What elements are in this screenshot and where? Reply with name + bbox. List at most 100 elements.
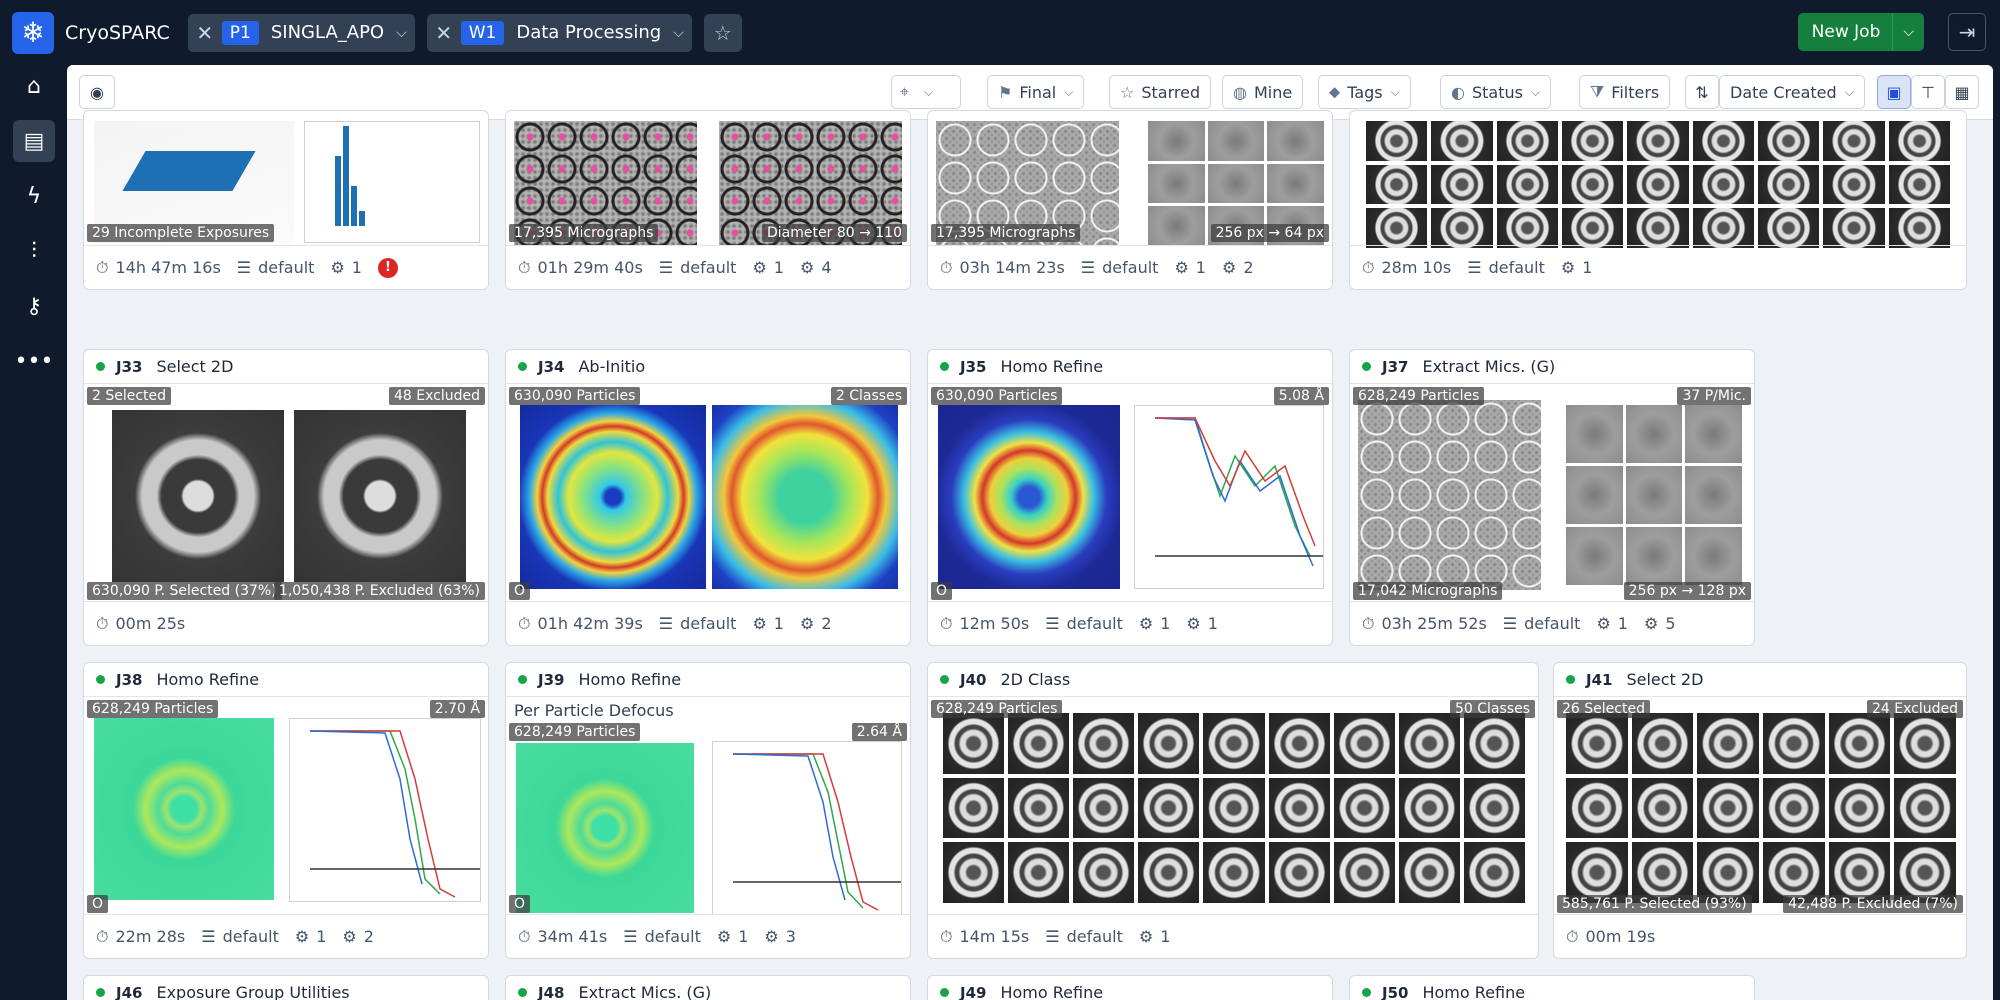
filters-label: Filters	[1611, 82, 1660, 102]
job-type: 2D Class	[1000, 670, 1071, 689]
logout-icon[interactable]: ⇥	[1948, 13, 1986, 51]
error-icon[interactable]: !	[377, 257, 398, 278]
cryosparc-logo-icon[interactable]: ❄	[12, 11, 54, 54]
key-icon[interactable]: ⚷	[25, 293, 43, 319]
card-view-icon[interactable]: ▣	[1877, 75, 1911, 109]
tree-view-icon[interactable]: ⊤	[1911, 75, 1945, 109]
job-duration: 22m 28s	[115, 927, 186, 946]
gpu-icon: ⚙	[294, 927, 310, 946]
close-icon[interactable]: ✕	[435, 20, 453, 45]
job-id[interactable]: J34	[538, 357, 565, 376]
mine-filter[interactable]: ◍ Mine	[1222, 75, 1304, 109]
lane-name: default	[1488, 258, 1545, 277]
locate-button[interactable]: ⌖ ⌵	[891, 75, 961, 109]
card-footer: ⏱ 14h 47m 16s ☰ default ⚙ 1 !	[84, 245, 488, 289]
workspace-name: Data Processing	[516, 22, 662, 43]
badge: 630,090 Particles	[931, 387, 1063, 405]
job-type: Extract Mics. (G)	[1422, 357, 1556, 376]
job-id[interactable]: J46	[116, 983, 143, 1000]
top-bar: ❄ CryoSPARC ✕ P1 SINGLA_APO ⌵ ✕ W1 Data …	[0, 0, 2000, 65]
job-id[interactable]: J35	[960, 357, 987, 376]
job-card-j49[interactable]: J49 Homo Refine	[927, 975, 1333, 1000]
job-card-j48[interactable]: J48 Extract Mics. (G)	[505, 975, 911, 1000]
status-dot	[1362, 988, 1371, 997]
new-job-label[interactable]: New Job	[1798, 13, 1894, 51]
status-filter[interactable]: ◐ Status ⌵	[1440, 75, 1552, 109]
extracted-particles-grid	[1566, 405, 1742, 585]
card-footer: ⏱ 00m 25s	[84, 601, 488, 645]
chevron-down-icon[interactable]: ⌵	[673, 24, 684, 41]
job-id[interactable]: J41	[1586, 670, 1613, 689]
lane-name: default	[680, 258, 737, 277]
job-card-j33[interactable]: J33 Select 2D 2 Selected 48 Excluded 630,…	[83, 349, 489, 646]
job-id[interactable]: J33	[116, 357, 143, 376]
lane-icon: ☰	[236, 258, 252, 277]
chevron-down-icon[interactable]: ⌵	[1903, 24, 1914, 40]
badge: O	[509, 895, 531, 913]
job-card-j37[interactable]: J37 Extract Mics. (G) 628,249 Particles 3…	[1349, 349, 1755, 646]
timer-icon: ⏱	[940, 257, 953, 277]
job-card[interactable]: ⏱ 28m 10s ☰ default ⚙ 1	[1349, 110, 1967, 290]
project-tab[interactable]: ✕ P1 SINGLA_APO ⌵	[187, 13, 415, 52]
badge: 585,761 P. Selected (93%)	[1557, 895, 1752, 913]
filters-button[interactable]: ⧩ Filters	[1579, 75, 1671, 109]
lane-name: default	[644, 927, 701, 946]
card-header: J39 Homo Refine	[506, 663, 910, 697]
sort-order-icon[interactable]: ⇅	[1685, 75, 1719, 109]
status-label: Status	[1471, 82, 1523, 102]
more-icon[interactable]: •••	[14, 348, 54, 374]
job-card-j40[interactable]: J40 2D Class 628,249 Particles 50 Classes…	[927, 662, 1539, 959]
lane-icon: ☰	[658, 258, 674, 277]
table-view-icon[interactable]: ▦	[1945, 75, 1979, 109]
job-id[interactable]: J48	[538, 983, 565, 1000]
badge: 29 Incomplete Exposures	[87, 224, 275, 242]
job-id[interactable]: J37	[1382, 357, 1409, 376]
job-type: Select 2D	[156, 357, 234, 376]
close-icon[interactable]: ✕	[196, 20, 214, 45]
job-card[interactable]: 17,395 Micrographs 256 px → 64 px ⏱ 03h 1…	[927, 110, 1333, 290]
job-card-j35[interactable]: J35 Homo Refine 630,090 Particles 5.08 Å …	[927, 349, 1333, 646]
job-duration: 12m 50s	[959, 614, 1030, 633]
job-card-j41[interactable]: J41 Select 2D 26 Selected 24 Excluded 585…	[1553, 662, 1967, 959]
eye-icon[interactable]: ◉	[79, 75, 115, 109]
job-card[interactable]: 17,395 Micrographs Diameter 80 → 110 ⏱ 01…	[505, 110, 911, 290]
star-icon[interactable]: ☆	[703, 13, 742, 52]
job-type: Extract Mics. (G)	[578, 983, 712, 1000]
status-dot	[940, 675, 949, 684]
sort-select[interactable]: Date Created ⌵	[1719, 75, 1865, 109]
card-header: J48 Extract Mics. (G)	[506, 976, 910, 1000]
gpu-count: 1	[773, 614, 784, 633]
job-duration: 03h 25m 52s	[1381, 614, 1487, 633]
brand-name: CryoSPARC	[65, 21, 170, 44]
tags-filter[interactable]: ⬥ Tags ⌵	[1318, 75, 1411, 109]
gpu-count: 1	[773, 258, 784, 277]
card-header: J35 Homo Refine	[928, 350, 1332, 384]
lane-icon: ☰	[1045, 927, 1060, 946]
cpu-icon: ⚙	[764, 927, 779, 946]
job-id[interactable]: J40	[960, 670, 987, 689]
archive-icon[interactable]: ▤	[13, 120, 55, 162]
job-id[interactable]: J49	[960, 983, 987, 1000]
job-card-j38[interactable]: J38 Homo Refine 628,249 Particles 2.70 Å …	[83, 662, 489, 959]
sort-label: Date Created	[1730, 82, 1837, 102]
starred-filter[interactable]: ☆ Starred	[1109, 75, 1212, 109]
job-card-j50[interactable]: J50 Homo Refine	[1349, 975, 1755, 1000]
badge: 50 Classes	[1449, 700, 1535, 718]
job-id[interactable]: J50	[1382, 983, 1409, 1000]
job-card[interactable]: 29 Incomplete Exposures ⏱ 14h 47m 16s ☰ de…	[83, 110, 489, 290]
workspace-tab[interactable]: ✕ W1 Data Processing ⌵	[426, 13, 692, 52]
job-id[interactable]: J38	[116, 670, 143, 689]
sliders-icon[interactable]: ⫶	[31, 238, 37, 264]
job-card-j46[interactable]: J46 Exposure Group Utilities	[83, 975, 489, 1000]
new-job-button[interactable]: New Job ⌵	[1797, 13, 1924, 51]
gpu-count: 1	[1160, 927, 1171, 946]
project-code: P1	[221, 20, 259, 45]
job-card-j39[interactable]: J39 Homo Refine Per Particle Defocus 628,…	[505, 662, 911, 959]
final-filter[interactable]: ⚑ Final ⌵	[987, 75, 1085, 109]
chevron-down-icon[interactable]: ⌵	[396, 24, 407, 41]
lightning-icon[interactable]: ϟ	[26, 183, 42, 209]
resolution-badge: 2.64 Å	[851, 723, 907, 741]
home-icon[interactable]: ⌂	[27, 73, 41, 99]
job-id[interactable]: J39	[538, 670, 565, 689]
job-card-j34[interactable]: J34 Ab-Initio 630,090 Particles 2 Classes…	[505, 349, 911, 646]
